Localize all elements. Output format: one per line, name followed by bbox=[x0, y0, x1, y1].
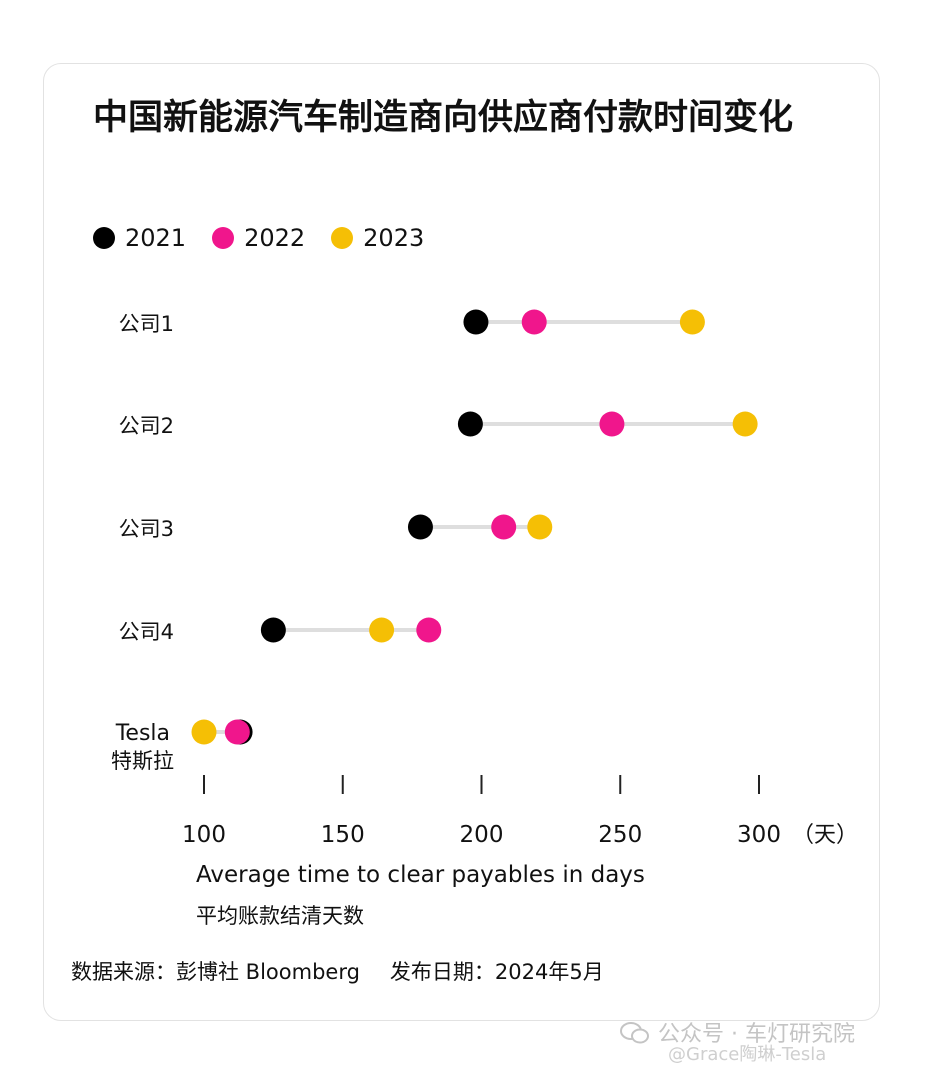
dot-plot: 公司1 公司2 公司3 公司4 Tesla 特斯拉 100 150 200 250 300 （天） bbox=[111, 309, 858, 848]
x-axis-unit: （天） bbox=[792, 823, 858, 848]
category-label: 公司1 bbox=[119, 312, 174, 336]
dot-2021-row-4 bbox=[260, 617, 286, 643]
chart-card bbox=[43, 63, 880, 1021]
dot-2022-row-2 bbox=[599, 411, 625, 437]
legend-swatch-2022 bbox=[212, 227, 235, 249]
x-tick-label: 100 bbox=[182, 822, 226, 848]
chart-title: 中国新能源汽车制造商向供应商付款时间变化 bbox=[93, 98, 794, 138]
x-tick-label: 250 bbox=[598, 822, 642, 848]
dot-2023-row-1 bbox=[679, 309, 705, 335]
dot-2023-row-4 bbox=[369, 617, 395, 643]
x-axis-label: Average time to clear payables in days bbox=[196, 862, 645, 888]
category-label: Tesla bbox=[115, 721, 170, 746]
dot-2021-row-2 bbox=[457, 411, 483, 437]
x-axis-label-cn: 平均账款结清天数 bbox=[196, 904, 364, 928]
category-label: 公司4 bbox=[119, 620, 174, 644]
category-label: 公司2 bbox=[119, 414, 174, 438]
dot-2022-row-4 bbox=[416, 617, 442, 643]
x-tick-label: 200 bbox=[460, 822, 504, 848]
legend-swatch-2021 bbox=[93, 227, 115, 249]
dot-2021-row-1 bbox=[463, 309, 489, 335]
legend-label-2022: 2022 bbox=[244, 224, 306, 252]
category-label-cn: 特斯拉 bbox=[111, 749, 174, 773]
dot-2022-row-5 bbox=[224, 719, 250, 745]
legend-label-2023: 2023 bbox=[363, 224, 425, 252]
dot-2022-row-1 bbox=[521, 309, 547, 335]
source-label: 数据来源：彭博社 Bloomberg bbox=[71, 960, 360, 984]
publish-date: 发布日期：2024年5月 bbox=[389, 960, 604, 984]
x-tick-label: 300 bbox=[737, 822, 781, 848]
dot-2023-row-5 bbox=[191, 719, 217, 745]
legend-item-2021: 2021 bbox=[93, 224, 186, 252]
x-tick-label: 150 bbox=[321, 822, 365, 848]
legend-swatch-2023 bbox=[331, 227, 354, 249]
watermark: 公众号 · 车灯研究院 bbox=[620, 1016, 855, 1048]
wechat-icon bbox=[620, 1022, 649, 1044]
legend-item-2023: 2023 bbox=[331, 224, 424, 252]
watermark-author: @Grace陶琳-Tesla bbox=[668, 1044, 827, 1065]
source-note: 数据来源：彭博社 Bloomberg 发布日期：2024年5月 bbox=[71, 956, 604, 986]
legend-item-2022: 2022 bbox=[212, 224, 305, 252]
dot-2021-row-3 bbox=[407, 514, 433, 540]
category-label: 公司3 bbox=[119, 517, 174, 541]
watermark-account: 公众号 · 车灯研究院 bbox=[658, 1022, 855, 1047]
dot-2022-row-3 bbox=[491, 514, 517, 540]
legend: 2021 2022 2023 bbox=[93, 224, 450, 252]
dot-2023-row-3 bbox=[527, 514, 553, 540]
legend-label-2021: 2021 bbox=[125, 224, 187, 252]
dot-2023-row-2 bbox=[732, 411, 758, 437]
